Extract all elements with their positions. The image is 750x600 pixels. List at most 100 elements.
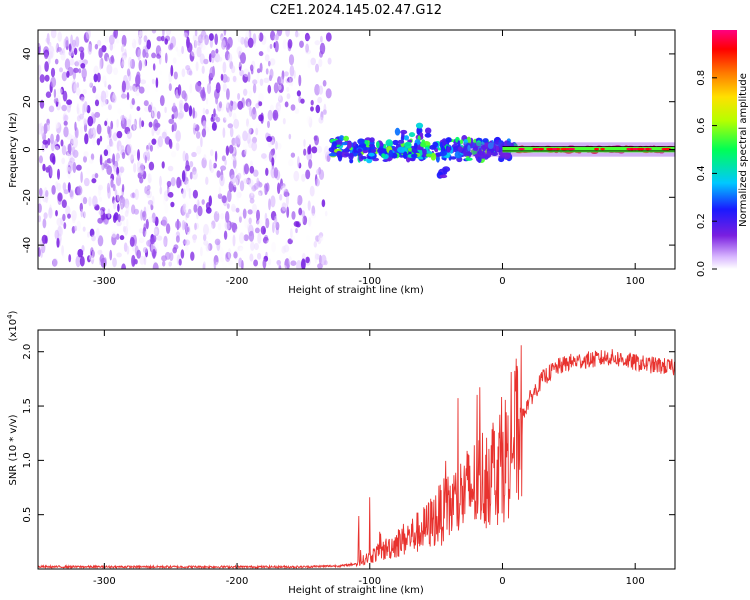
spectrogram-cell bbox=[38, 42, 41, 55]
spectrogram-cell bbox=[296, 260, 302, 269]
spectrogram-cell bbox=[243, 88, 248, 97]
spectrogram-cell bbox=[167, 191, 174, 198]
spectrogram-cell bbox=[68, 50, 75, 57]
spectrogram-cell bbox=[210, 259, 215, 267]
spectrogram-cell bbox=[263, 77, 270, 84]
spectrogram-cell bbox=[291, 211, 296, 220]
spectrogram-cell bbox=[86, 167, 91, 175]
snr-plot-area bbox=[38, 330, 675, 569]
spectrogram-cell bbox=[247, 71, 251, 83]
carrier-peak bbox=[663, 147, 671, 151]
spectrogram-cell bbox=[39, 99, 45, 109]
spectrogram-cell bbox=[188, 105, 193, 117]
spectrogram-cell bbox=[126, 131, 132, 140]
spectrogram-cell bbox=[131, 150, 137, 156]
spectrogram-cell bbox=[450, 156, 457, 160]
spectrogram-cell bbox=[202, 36, 205, 48]
spectrogram-cell bbox=[246, 123, 252, 135]
spectrogram-cell bbox=[324, 145, 330, 156]
spectrogram-cell bbox=[473, 138, 477, 144]
spectrogram-cell bbox=[139, 176, 144, 184]
spectrogram-cell bbox=[57, 31, 62, 42]
spectrogram-cell bbox=[267, 140, 273, 148]
spectrogram-cell bbox=[288, 133, 292, 140]
spectrogram-cell bbox=[164, 106, 167, 114]
spectrogram-cell bbox=[139, 255, 145, 265]
spectrogram-cell bbox=[131, 58, 135, 70]
spectrogram-cell bbox=[83, 155, 87, 163]
spectrogram-cell bbox=[131, 204, 136, 215]
snr-x-axis-label: Height of straight line (km) bbox=[288, 585, 424, 596]
spectrogram-cell bbox=[315, 178, 320, 187]
spectrogram-cell bbox=[63, 126, 69, 138]
spectrogram-cell bbox=[252, 203, 257, 214]
spectrogram-cell bbox=[111, 231, 117, 238]
spectrogram-cell bbox=[310, 99, 314, 106]
spectrogram-cell bbox=[155, 77, 159, 88]
spectrogram-cell bbox=[196, 199, 200, 208]
spectrogram-cell bbox=[317, 263, 323, 269]
spectrogram-cell bbox=[48, 45, 55, 58]
snr-frame bbox=[37, 329, 676, 570]
spectrogram-cell bbox=[295, 221, 301, 228]
spectrogram-cell bbox=[249, 64, 254, 72]
spectrogram-cell bbox=[271, 157, 275, 166]
spectrogram-cell bbox=[124, 225, 129, 236]
spectrogram-cell bbox=[99, 254, 105, 264]
spectrogram-cell bbox=[348, 152, 354, 160]
spectrogram-cell bbox=[90, 128, 94, 136]
spectrogram-cell bbox=[258, 101, 263, 107]
spectrogram-cell bbox=[306, 234, 311, 242]
spectrogram-cell bbox=[205, 97, 209, 105]
spectrogram-cell bbox=[227, 36, 233, 48]
spectrogram-cell bbox=[110, 179, 114, 188]
spectrogram-cell bbox=[205, 176, 209, 185]
spectrogram-cell bbox=[75, 59, 81, 67]
spectrogram-cell bbox=[65, 164, 69, 173]
spectrogram-cell bbox=[217, 193, 223, 200]
spectrogram-cell bbox=[281, 264, 287, 269]
spectrogram-cell bbox=[80, 171, 83, 183]
spectrogram-cell bbox=[143, 35, 148, 43]
spectrogram-cell bbox=[267, 120, 270, 129]
spectrogram-cell bbox=[112, 199, 117, 210]
spectrogram-cell bbox=[293, 170, 300, 182]
spectrogram-cell bbox=[56, 134, 60, 142]
spectrogram-cell bbox=[482, 138, 489, 143]
spectrogram-cell bbox=[400, 129, 408, 135]
spectrogram-cell bbox=[66, 70, 70, 78]
spectrogram-cell bbox=[178, 258, 182, 266]
spectrogram-cell bbox=[478, 147, 482, 155]
chart-title: C2E1.2024.145.02.47.G12 bbox=[270, 3, 442, 18]
spectrogram-cell bbox=[102, 135, 107, 143]
spectrogram-cell bbox=[183, 252, 190, 265]
spectrogram-cell bbox=[93, 65, 99, 76]
spectrogram-cell bbox=[257, 161, 261, 169]
spectrogram-cell bbox=[397, 146, 405, 153]
spectrogram-cell bbox=[318, 232, 324, 238]
spectrogram-cell bbox=[153, 119, 159, 131]
spectrogram-cell bbox=[55, 121, 60, 129]
spectrogram-cell bbox=[42, 163, 46, 172]
spectrogram-cell bbox=[457, 140, 461, 148]
carrier-peak bbox=[552, 147, 557, 151]
spectrogram-cell bbox=[249, 165, 255, 174]
spectrogram-cell bbox=[62, 213, 66, 222]
spectrogram-cell bbox=[136, 71, 141, 80]
spectrogram-cell bbox=[83, 101, 88, 113]
spectrogram-cell bbox=[183, 32, 188, 38]
spectrogram-cell bbox=[262, 258, 267, 269]
spectrogram-cell bbox=[113, 30, 118, 39]
spectrogram-cell bbox=[274, 51, 279, 61]
spectrogram-cell bbox=[231, 65, 236, 74]
spectrogram-cell bbox=[229, 222, 236, 228]
spectrogram-cell bbox=[404, 135, 409, 141]
spectrogram-cell bbox=[80, 96, 85, 102]
spectrogram-cell bbox=[130, 36, 135, 44]
spectrogram-cell bbox=[237, 100, 244, 110]
spectrogram-cell bbox=[253, 169, 259, 177]
spectrogram-cell bbox=[277, 105, 281, 115]
spectrogram-cell bbox=[78, 68, 82, 74]
spectrogram-cell bbox=[111, 233, 117, 246]
spectrogram-cell bbox=[242, 208, 247, 219]
